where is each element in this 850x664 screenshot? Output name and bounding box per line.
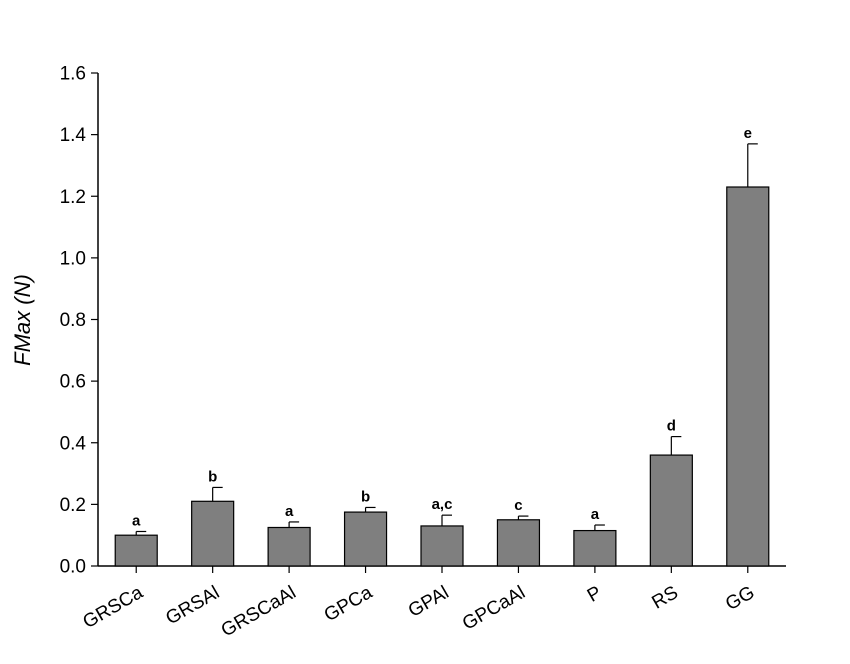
y-axis: 0.0 0.2 0.4 0.6 0.8 1.0 1.2 1.4 1.6 [60,64,99,578]
bar-gpca [343,511,388,567]
significance-label: e [744,125,752,142]
significance-label: c [514,497,522,514]
category-label: GPCa [321,582,377,626]
bar-gpal [420,525,464,567]
significance-label: b [208,468,217,485]
y-tick-label: 0.4 [60,433,87,454]
category-label: P [584,582,605,607]
significance-label: d [667,418,676,435]
category-label: GRSCa [80,582,148,633]
bar-gpcaal [496,519,541,567]
y-axis-title: FMax (N) [10,274,35,366]
y-tick-label: 1.0 [60,248,86,269]
significance-label: a [285,503,294,520]
y-tick-label: 1.2 [60,187,86,208]
significance-label: a [591,506,600,523]
y-tick-label: 1.6 [60,64,86,85]
category-label: GRSCaAl [218,582,300,641]
bar-grsca [114,534,158,567]
category-label: GRSAl [162,582,223,629]
bar-rs [649,454,693,567]
bar-grsal [191,500,235,567]
significance-label: a [132,512,141,529]
category-label: RS [648,582,681,613]
bar-grscaal [267,526,311,567]
significance-label: a,c [432,496,453,513]
category-label: GPAl [405,582,453,622]
y-tick-label: 0.8 [60,310,86,331]
y-tick-label: 0.2 [60,495,86,516]
bar-p [573,529,617,567]
category-label: GPCaAl [459,582,529,635]
y-tick-label: 0.6 [60,372,86,393]
bar-gg [726,186,770,567]
category-label: GG [722,582,758,615]
y-tick-label: 0.0 [60,557,86,578]
bars: a b a b a,c c a d e [114,125,770,567]
significance-label: b [361,488,370,505]
y-tick-label: 1.4 [60,125,87,146]
